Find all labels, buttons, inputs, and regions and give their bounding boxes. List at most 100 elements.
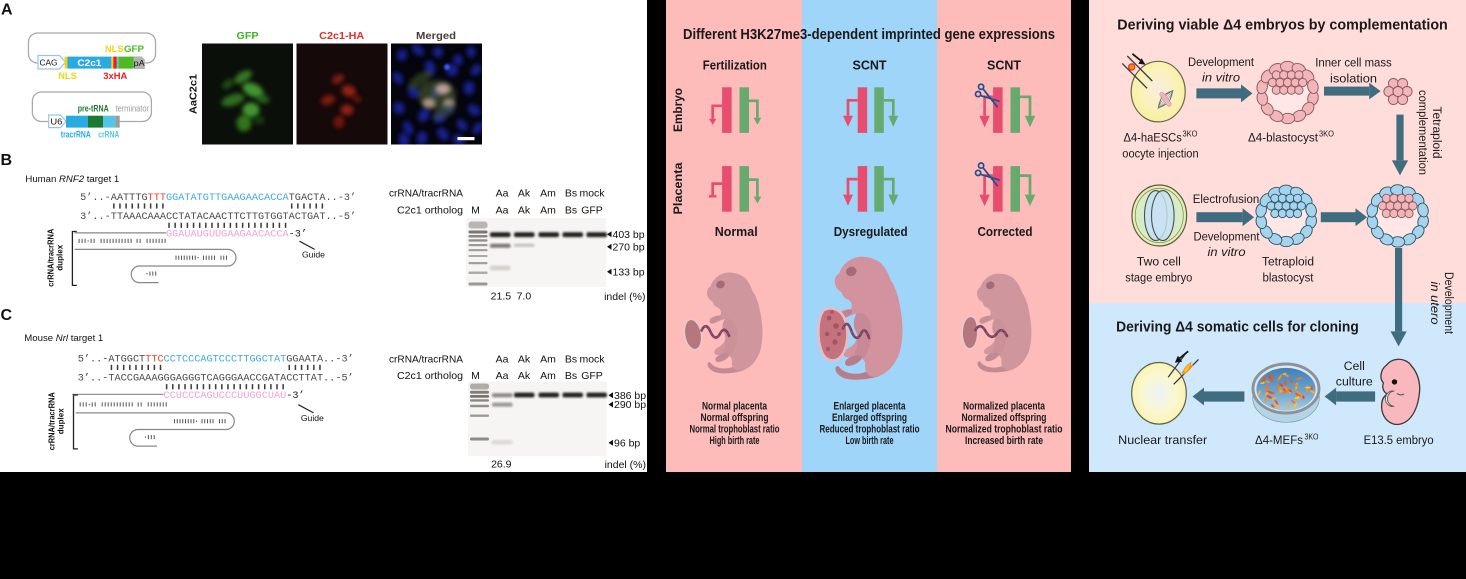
svg-text:Aa: Aa [496, 205, 509, 217]
svg-text:-: - [102, 354, 108, 365]
svg-text:.: . [92, 193, 98, 204]
svg-text:T: T [154, 193, 160, 204]
svg-text:290 bp: 290 bp [614, 399, 646, 411]
svg-text:Normalized trophoblast ratio: Normalized trophoblast ratio [946, 424, 1063, 436]
svg-text:Fertilization: Fertilization [703, 58, 767, 73]
svg-text:Human RNF2 target 1: Human RNF2 target 1 [25, 174, 119, 185]
svg-text:crRNA: crRNA [98, 130, 119, 140]
svg-text:A: A [184, 212, 191, 223]
svg-text:G: G [166, 193, 172, 204]
svg-text:Normalized offspring: Normalized offspring [962, 412, 1047, 424]
svg-text:High birth rate: High birth rate [710, 435, 760, 447]
svg-text:’: ’ [301, 229, 307, 241]
svg-text:.: . [325, 212, 331, 223]
svg-text:T: T [289, 193, 295, 204]
svg-text:Guide: Guide [302, 250, 325, 260]
svg-text:.: . [96, 374, 102, 385]
svg-text:T: T [264, 212, 270, 223]
svg-text:T: T [246, 212, 252, 223]
svg-text:A: A [319, 193, 326, 204]
svg-text:T: T [283, 212, 289, 223]
svg-text:T: T [123, 193, 129, 204]
svg-text:AaC2c1: AaC2c1 [188, 74, 200, 114]
svg-text:Bs: Bs [565, 353, 577, 365]
svg-text:A: A [215, 212, 222, 223]
svg-text:G: G [249, 354, 255, 365]
svg-text:C: C [219, 391, 225, 402]
svg-text:T: T [280, 354, 286, 365]
svg-text:A: A [145, 374, 152, 385]
svg-text:U: U [215, 230, 221, 241]
svg-text:Ak: Ak [518, 188, 531, 200]
svg-text:T: T [117, 212, 123, 223]
svg-text:C: C [307, 193, 313, 204]
svg-text:.: . [99, 212, 105, 223]
svg-text:C2c1 ortholog: C2c1 ortholog [397, 205, 463, 217]
svg-text:terminator: terminator [115, 103, 149, 113]
svg-text:crRNA/tracrRNA: crRNA/tracrRNA [389, 188, 463, 200]
svg-text:5: 5 [341, 374, 347, 385]
svg-text:C: C [258, 230, 264, 241]
svg-text:C: C [172, 212, 178, 223]
svg-text:C: C [188, 354, 194, 365]
svg-text:.: . [90, 374, 96, 385]
svg-text:A: A [135, 212, 142, 223]
svg-text:Dysregulated: Dysregulated [834, 225, 908, 239]
svg-text:Enlarged placenta: Enlarged placenta [834, 401, 907, 413]
svg-text:Two cell: Two cell [1137, 255, 1181, 269]
svg-text:’: ’ [299, 390, 305, 402]
svg-text:T: T [111, 212, 117, 223]
svg-text:G: G [203, 193, 209, 204]
svg-text:GFP: GFP [581, 370, 603, 382]
svg-text:U: U [243, 391, 249, 402]
svg-text:GFP: GFP [237, 31, 259, 42]
svg-text:C: C [270, 193, 276, 204]
svg-text:G: G [203, 230, 209, 241]
svg-text:T: T [305, 374, 311, 385]
svg-text:C: C [295, 212, 301, 223]
svg-text:U: U [280, 391, 286, 402]
svg-text:Am: Am [540, 370, 556, 382]
svg-text:in vitro: in vitro [1208, 245, 1246, 259]
svg-text:.: . [90, 354, 96, 365]
svg-text:C: C [225, 391, 231, 402]
svg-text:Guide: Guide [301, 413, 324, 423]
svg-text:133 bp: 133 bp [613, 267, 645, 279]
svg-text:T: T [129, 193, 135, 204]
svg-text:.: . [329, 374, 335, 385]
svg-text:CAG: CAG [40, 58, 58, 68]
svg-text:crRNA/tracrRNA: crRNA/tracrRNA [389, 353, 463, 365]
svg-text:21.5: 21.5 [491, 291, 512, 303]
svg-text:indel (%): indel (%) [604, 291, 645, 303]
svg-text:G: G [157, 374, 163, 385]
svg-text:A: A [313, 212, 320, 223]
svg-text:5: 5 [80, 193, 86, 204]
svg-text:G: G [258, 212, 264, 223]
svg-text:T: T [191, 212, 197, 223]
svg-text:M: M [471, 205, 480, 217]
svg-text:A: A [233, 230, 240, 241]
svg-text:G: G [240, 230, 246, 241]
svg-text:’: ’ [350, 211, 356, 223]
svg-text:3: 3 [78, 374, 84, 385]
svg-text:Merged: Merged [416, 31, 456, 42]
svg-text:Corrected: Corrected [978, 225, 1033, 239]
svg-text:3KO: 3KO [1305, 433, 1319, 442]
svg-text:7.0: 7.0 [517, 291, 532, 303]
svg-text:crRNA/tracrRNA: crRNA/tracrRNA [48, 392, 57, 450]
svg-text:T: T [313, 193, 319, 204]
svg-text:C: C [256, 374, 262, 385]
svg-text:T: T [176, 354, 182, 365]
svg-text:A: A [154, 212, 161, 223]
svg-text:T: T [209, 193, 215, 204]
svg-text:’: ’ [350, 192, 356, 204]
svg-text:C: C [127, 374, 133, 385]
svg-text:Δ4-blastocyst: Δ4-blastocyst [1248, 131, 1319, 145]
svg-text:Reduced trophoblast ratio: Reduced trophoblast ratio [820, 424, 920, 436]
svg-text:-: - [335, 374, 341, 385]
svg-text:T: T [268, 354, 274, 365]
svg-text:A: A [191, 230, 198, 241]
svg-text:T: T [160, 193, 166, 204]
svg-text:A: A [252, 230, 259, 241]
svg-text:T: T [148, 193, 154, 204]
